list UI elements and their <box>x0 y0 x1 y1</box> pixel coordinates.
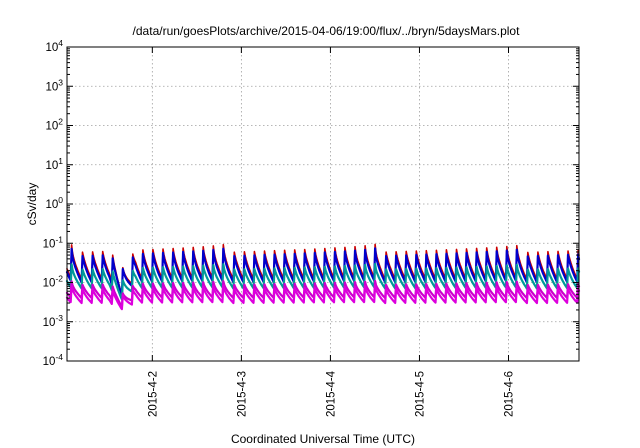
y-tick-label: 102 <box>45 117 63 133</box>
y-tick-label: 10-1 <box>43 234 64 250</box>
y-axis-label: cSv/day <box>25 183 39 226</box>
ticks <box>67 46 579 362</box>
x-tick-label: 2015-4-3 <box>236 371 248 417</box>
y-tick-label: 101 <box>45 156 63 172</box>
x-axis-label: Coordinated Universal Time (UTC) <box>231 432 415 446</box>
y-tick-label: 10-4 <box>43 352 64 368</box>
x-tick-label: 2015-4-5 <box>414 371 426 417</box>
series-5-line <box>65 284 581 311</box>
y-tick-labels: 10-4 10-3 10-2 10-1 100 101 102 103 104 <box>43 38 64 368</box>
grid <box>67 47 579 361</box>
y-tick-label: 104 <box>45 38 63 54</box>
y-tick-label: 103 <box>45 77 63 93</box>
x-tick-labels: 2015-4-2 2015-4-3 2015-4-4 2015-4-5 2015-4-6 <box>147 370 515 417</box>
x-tick-label: 2015-4-4 <box>325 370 337 417</box>
y-tick-label: 10-3 <box>43 313 64 329</box>
chart-title: /data/run/goesPlots/archive/2015-04-06/1… <box>133 24 521 38</box>
x-tick-label: 2015-4-6 <box>504 371 516 417</box>
series-layer <box>65 243 581 311</box>
x-tick-label: 2015-4-2 <box>147 371 159 417</box>
series-3-line <box>65 262 581 301</box>
y-tick-label: 100 <box>45 195 63 211</box>
y-tick-label: 10-2 <box>43 274 64 290</box>
